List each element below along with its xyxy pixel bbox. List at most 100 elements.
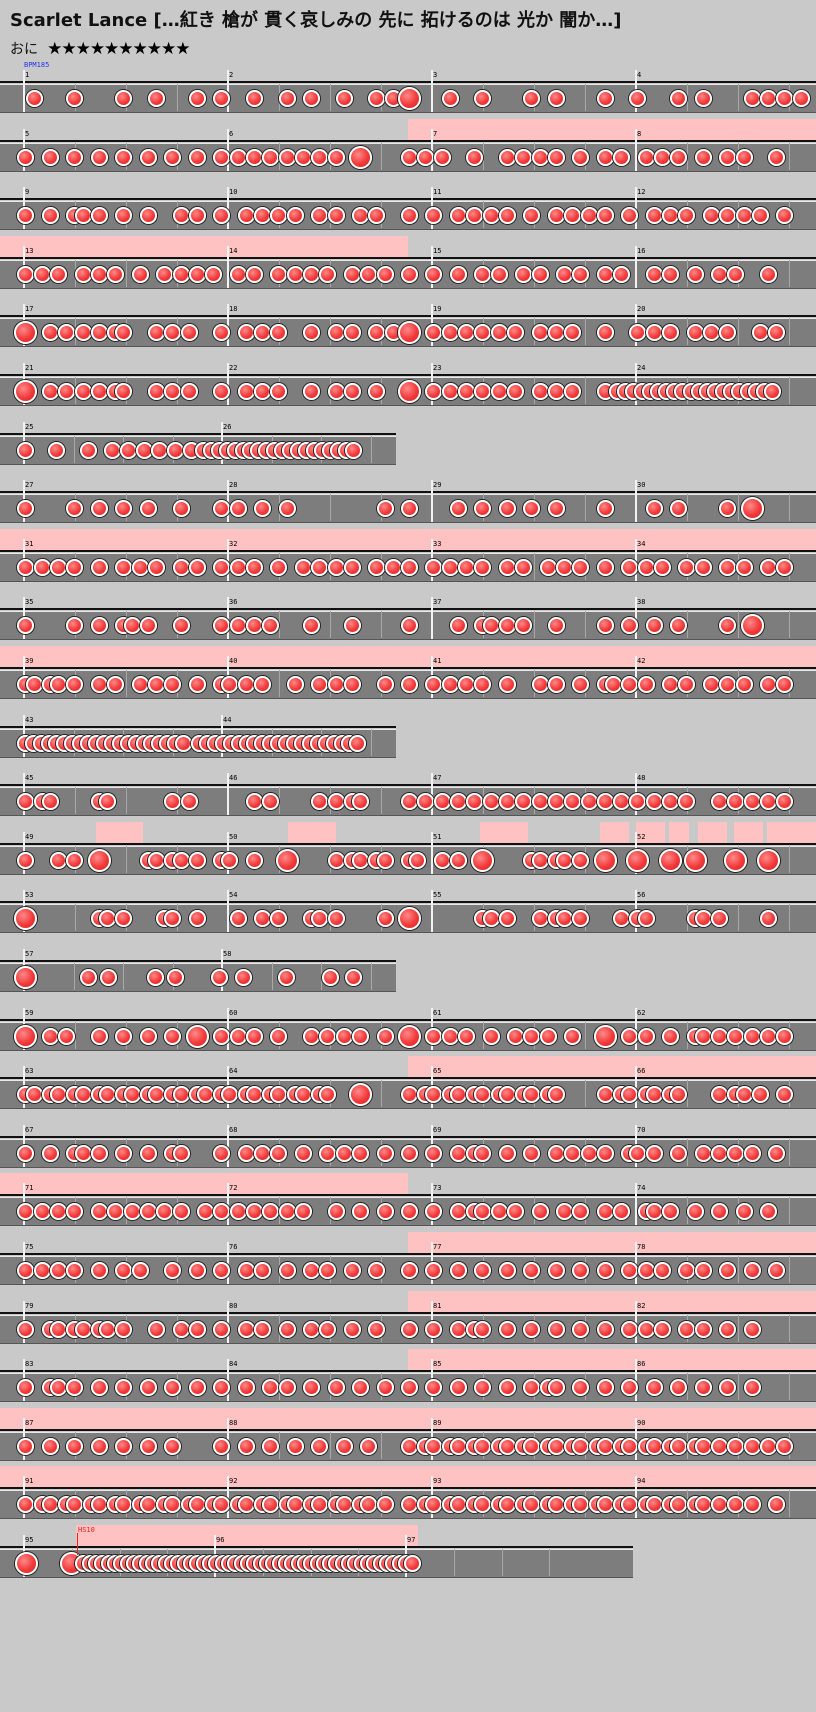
don-note xyxy=(131,559,149,576)
measure-number: 32 xyxy=(229,540,238,548)
don-note xyxy=(277,969,295,986)
don-note xyxy=(457,559,475,576)
measure-number: 1 xyxy=(25,71,30,79)
don-note xyxy=(335,1145,353,1162)
don-note xyxy=(522,1145,540,1162)
don-note xyxy=(212,1438,230,1455)
don-note xyxy=(16,793,34,810)
don-note xyxy=(457,1028,475,1045)
big-don-note xyxy=(348,1083,372,1106)
don-note xyxy=(376,1028,394,1045)
beat-line xyxy=(123,963,124,990)
measure-number: 31 xyxy=(25,540,34,548)
don-note xyxy=(669,149,687,166)
don-note xyxy=(677,676,695,693)
don-note xyxy=(119,442,137,459)
beat-line xyxy=(585,84,586,111)
beat-line xyxy=(585,494,586,521)
don-note xyxy=(65,1262,83,1279)
don-note xyxy=(57,1028,75,1045)
measure-number: 15 xyxy=(433,247,442,255)
don-note xyxy=(522,1496,540,1513)
don-note xyxy=(694,910,712,927)
don-note xyxy=(310,149,328,166)
don-note xyxy=(759,1203,777,1220)
don-note xyxy=(424,1496,442,1513)
don-note xyxy=(245,852,263,869)
measure-number: 94 xyxy=(637,1477,646,1485)
don-note xyxy=(163,793,181,810)
beat-line xyxy=(789,1139,790,1166)
beat-line xyxy=(585,377,586,404)
don-note xyxy=(147,676,165,693)
don-note xyxy=(580,1145,598,1162)
don-note xyxy=(531,793,549,810)
don-note xyxy=(278,1262,296,1279)
gogo-section xyxy=(767,822,816,843)
difficulty-row: おに ★★★★★★★★★★ xyxy=(10,38,191,59)
don-note xyxy=(90,383,108,400)
beat-line xyxy=(126,846,127,873)
don-note xyxy=(269,207,287,224)
gogo-section xyxy=(408,119,816,140)
don-note xyxy=(555,910,573,927)
don-note xyxy=(16,559,34,576)
don-note xyxy=(612,149,630,166)
don-note xyxy=(514,617,532,634)
don-note xyxy=(563,324,581,341)
beat-line xyxy=(687,143,688,170)
don-note xyxy=(694,1145,712,1162)
don-note xyxy=(74,383,92,400)
don-note xyxy=(278,1321,296,1338)
don-note xyxy=(424,1028,442,1045)
don-note xyxy=(653,1321,671,1338)
don-note xyxy=(41,207,59,224)
measure-barline xyxy=(227,1125,229,1167)
big-don-note xyxy=(723,849,747,872)
don-note xyxy=(318,1262,336,1279)
don-note xyxy=(74,324,92,341)
don-note xyxy=(220,1086,238,1103)
gogo-section xyxy=(76,1525,418,1546)
gogo-section xyxy=(0,1173,408,1194)
don-note xyxy=(620,1262,638,1279)
don-note xyxy=(555,266,573,283)
don-note xyxy=(710,266,728,283)
don-note xyxy=(90,617,108,634)
don-note xyxy=(677,559,695,576)
don-note xyxy=(33,266,51,283)
don-note xyxy=(41,1438,59,1455)
don-note xyxy=(302,1262,320,1279)
don-note xyxy=(441,324,459,341)
don-note xyxy=(596,1145,614,1162)
don-note xyxy=(344,442,362,459)
don-note xyxy=(710,1496,728,1513)
don-note xyxy=(212,1379,230,1396)
chart-row: 63 64 65 66 xyxy=(0,1056,816,1109)
don-note xyxy=(661,676,679,693)
measure-barline xyxy=(431,129,433,171)
don-note xyxy=(114,1438,132,1455)
don-note xyxy=(620,1496,638,1513)
don-note xyxy=(726,1438,744,1455)
don-note xyxy=(33,559,51,576)
don-note xyxy=(637,559,655,576)
beat-line xyxy=(381,611,382,638)
measure-number: 88 xyxy=(229,1419,238,1427)
don-note xyxy=(702,676,720,693)
measure-number: 64 xyxy=(229,1067,238,1075)
beat-line xyxy=(74,436,75,463)
don-note xyxy=(547,793,565,810)
measure-number: 87 xyxy=(25,1419,34,1427)
don-note xyxy=(767,324,785,341)
don-note xyxy=(212,1203,230,1220)
beat-line xyxy=(789,1197,790,1224)
don-note xyxy=(286,207,304,224)
don-note xyxy=(596,1438,614,1455)
measure-number: 68 xyxy=(229,1126,238,1134)
chart-row: 57 58 xyxy=(0,939,396,992)
don-note xyxy=(269,1086,287,1103)
don-note xyxy=(327,676,345,693)
measure-barline xyxy=(635,1476,637,1518)
don-note xyxy=(376,852,394,869)
